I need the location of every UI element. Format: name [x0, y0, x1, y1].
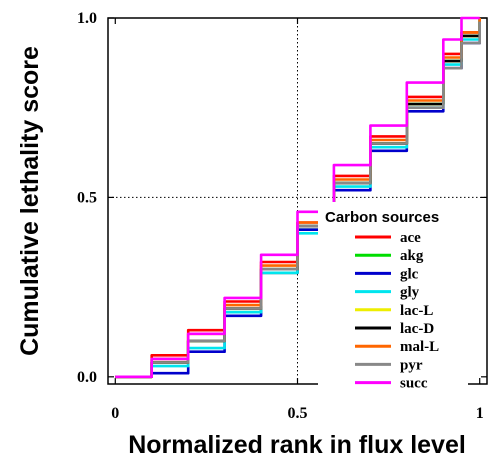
- legend-label-succ: succ: [400, 376, 428, 392]
- legend-label-ace: ace: [400, 230, 421, 246]
- y-axis-label: Cumulative lethality score: [16, 46, 44, 356]
- legend-title: Carbon sources: [325, 209, 439, 226]
- x-tick-label: 0.5: [288, 405, 308, 422]
- y-tick-label: 0.5: [77, 189, 97, 206]
- x-tick-label: 1: [476, 405, 484, 422]
- legend-box: [318, 202, 468, 386]
- x-tick-label: 0: [111, 405, 119, 422]
- y-tick-label: 0.0: [77, 369, 97, 386]
- grid-lines: [108, 18, 487, 384]
- series-line-succ: [115, 16, 480, 379]
- legend-label-lac-d: lac-D: [400, 321, 434, 337]
- legend-label-lac-l: lac-L: [400, 303, 433, 319]
- x-axis-label: Normalized rank in flux level: [128, 431, 466, 459]
- legend-label-akg: akg: [400, 248, 424, 264]
- legend-label-glc: glc: [400, 266, 419, 282]
- legend: Carbon sources ace akg glc gly lac-L lac-D mal…: [318, 202, 468, 392]
- y-tick-label: 1.0: [77, 10, 97, 27]
- legend-label-gly: gly: [400, 285, 420, 301]
- legend-label-pyr: pyr: [400, 357, 423, 373]
- legend-label-mal-l: mal-L: [400, 339, 439, 355]
